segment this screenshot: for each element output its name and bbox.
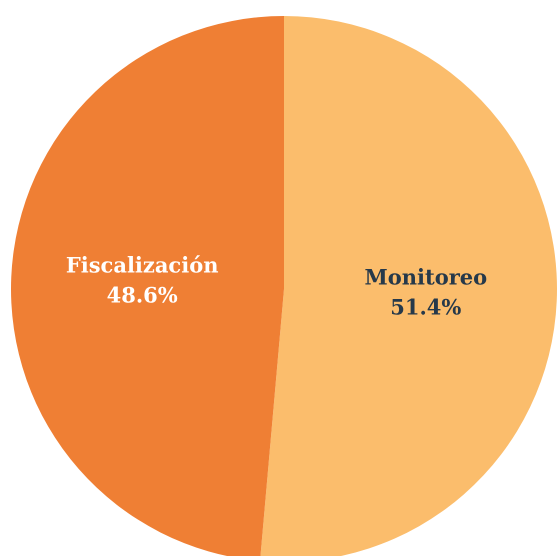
slice-value-label: 48.6% bbox=[107, 282, 178, 307]
pie-slice bbox=[11, 16, 284, 556]
slice-label: Fiscalización bbox=[66, 252, 219, 277]
pie-slice bbox=[260, 16, 557, 556]
slice-label: Monitoreo bbox=[365, 265, 488, 290]
slice-value-label: 51.4% bbox=[390, 295, 461, 320]
